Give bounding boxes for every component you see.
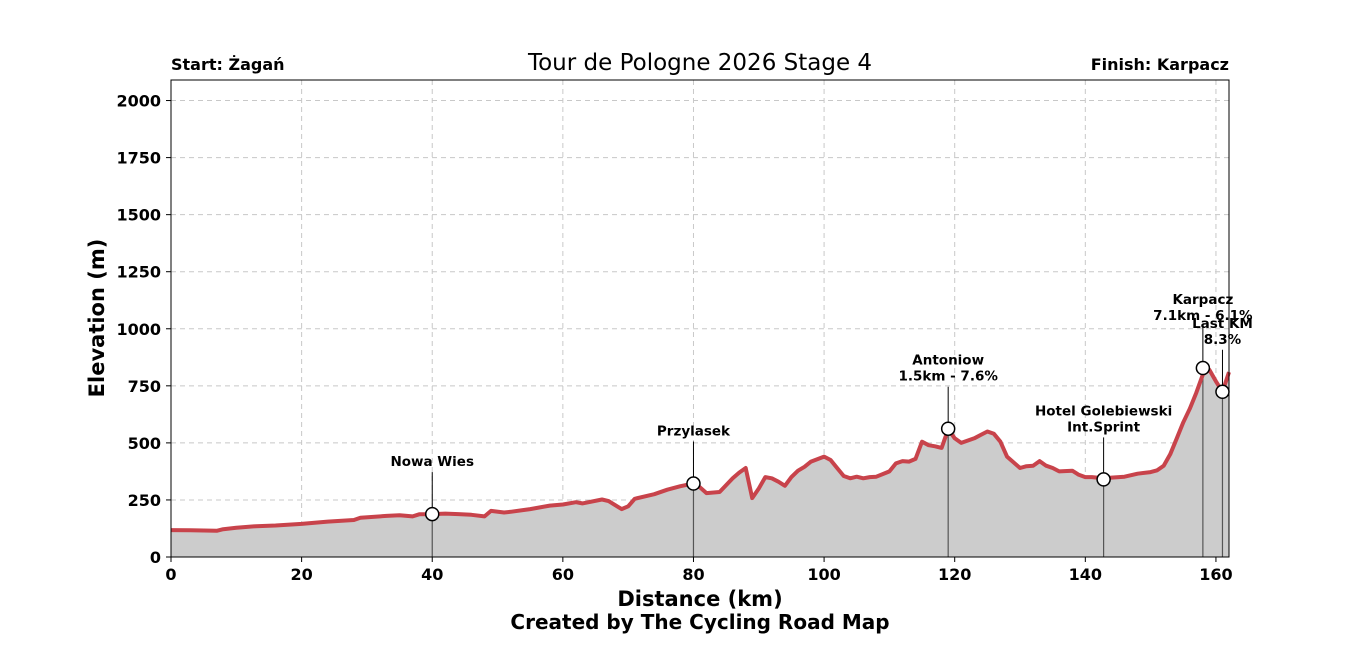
credit-text: Created by The Cycling Road Map <box>510 610 889 634</box>
y-tick-label: 1750 <box>116 149 161 168</box>
annotation-label: Antoniow <box>912 353 984 369</box>
x-tick-label: 100 <box>807 565 840 584</box>
x-tick-label: 80 <box>682 565 704 584</box>
annotation-label: Int.Sprint <box>1067 419 1140 435</box>
plot-frame <box>170 79 1230 558</box>
annotation-marker <box>1195 360 1211 376</box>
y-tick-label: 2000 <box>116 92 161 111</box>
annotation-label: Karpacz <box>1172 292 1233 308</box>
chart-title: Tour de Pologne 2026 Stage 4 <box>527 50 872 76</box>
elevation-line <box>170 367 1231 533</box>
annotation-label: Nowa Wies <box>390 454 474 470</box>
y-tick-label: 1000 <box>116 320 161 339</box>
x-tick-label: 120 <box>938 565 971 584</box>
y-tick-label: 250 <box>128 491 161 510</box>
x-tick-label: 20 <box>290 565 312 584</box>
annotation-label: Hotel Golebiewski <box>1035 403 1172 419</box>
y-tick-label: 750 <box>128 377 161 396</box>
y-tick-label: 1250 <box>116 263 161 282</box>
annotation-marker <box>1215 384 1230 400</box>
annotation-label: Przylasek <box>657 424 731 440</box>
elevation-area <box>171 369 1229 557</box>
axis-ticks: 0 20 40 60 80 100 120 140 160 0 250 500 750 1000 1250 1… <box>116 92 1232 584</box>
annotation-label: 1.5km - 7.6% <box>898 369 998 385</box>
y-axis-label: Elevation (m) <box>85 239 109 398</box>
x-tick-label: 140 <box>1069 565 1102 584</box>
y-tick-label: 1500 <box>116 206 161 225</box>
x-tick-label: 60 <box>552 565 574 584</box>
x-tick-label: 0 <box>165 565 176 584</box>
y-tick-label: 0 <box>150 548 161 567</box>
annotation-marker <box>940 421 956 436</box>
finish-label: Finish: Karpacz <box>1091 55 1229 74</box>
start-label: Start: Żagań <box>171 55 285 74</box>
annotation-marker <box>1096 472 1111 487</box>
annotation-marker <box>686 476 701 491</box>
x-axis-label: Distance (km) <box>617 587 782 611</box>
annotation-label: 8.3% <box>1204 332 1242 348</box>
x-tick-label: 160 <box>1199 565 1232 584</box>
y-tick-label: 500 <box>128 434 161 453</box>
x-tick-label: 40 <box>421 565 443 584</box>
annotation-marker <box>424 506 440 522</box>
annotation-label: 7.1km - 6.1% <box>1153 308 1253 324</box>
annotation-label: Last KM <box>1192 316 1253 332</box>
